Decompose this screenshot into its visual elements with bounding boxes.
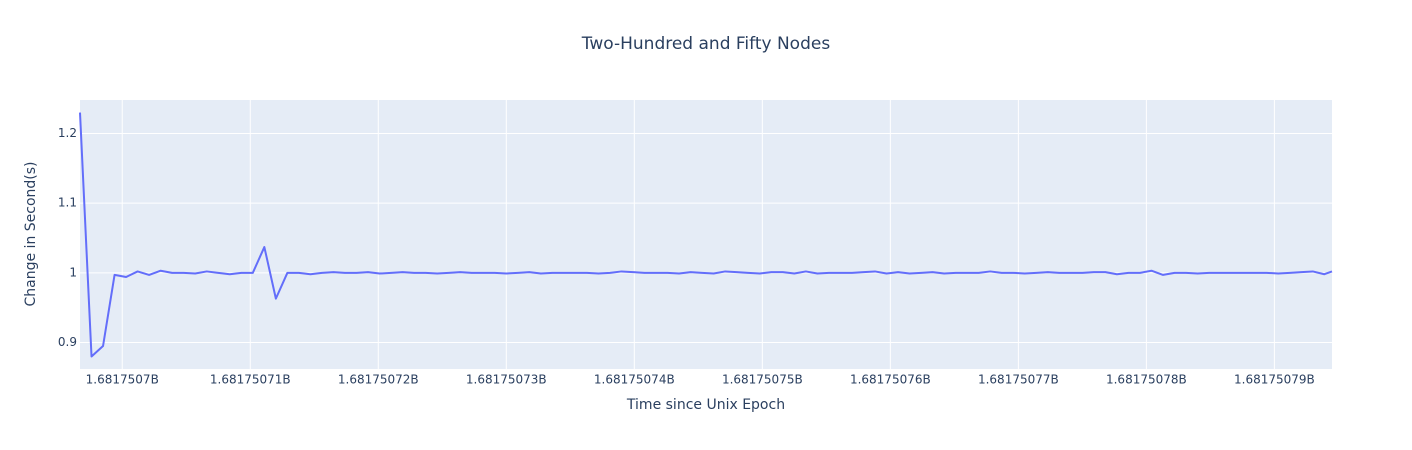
y-tick-label: 1.2 [58, 126, 77, 140]
y-tick-label: 1 [69, 265, 77, 279]
x-tick-label: 1.68175072B [338, 373, 419, 387]
y-tick-label: 1.1 [58, 196, 77, 210]
x-axis-title: Time since Unix Epoch [626, 397, 785, 413]
x-tick-label: 1.68175078B [1106, 373, 1187, 387]
chart-title: Two-Hundred and Fifty Nodes [581, 34, 831, 54]
plot-area [80, 100, 1332, 369]
x-tick-label: 1.68175076B [850, 373, 931, 387]
x-tick-label: 1.68175074B [594, 373, 675, 387]
x-tick-label: 1.6817507B [86, 373, 159, 387]
x-tick-label: 1.68175073B [466, 373, 547, 387]
y-axis-title: Change in Second(s) [23, 161, 39, 306]
x-tick-label: 1.68175071B [210, 373, 291, 387]
y-tick-label: 0.9 [58, 335, 77, 349]
x-tick-label: 1.68175079B [1234, 373, 1315, 387]
x-tick-label: 1.68175077B [978, 373, 1059, 387]
data-line [79, 112, 1333, 358]
x-tick-label: 1.68175075B [722, 373, 803, 387]
